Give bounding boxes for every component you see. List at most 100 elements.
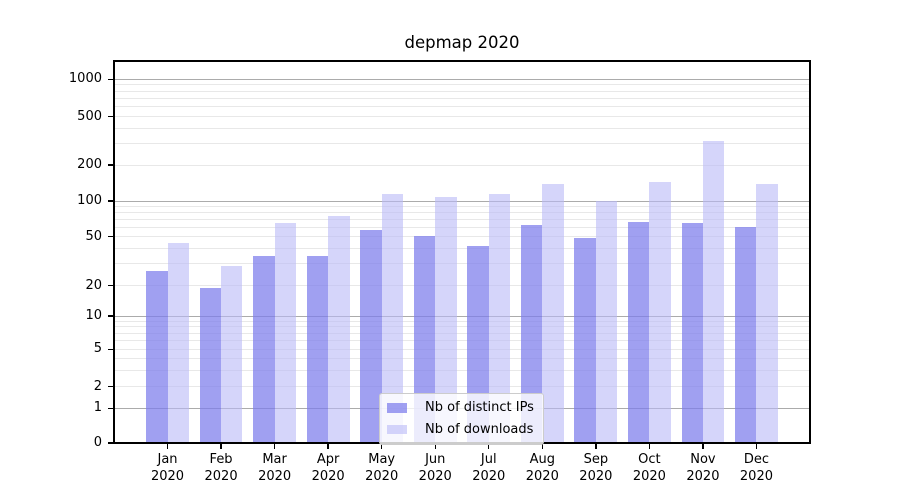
y-tick-mark (108, 200, 114, 202)
bar-downloads (756, 183, 778, 443)
y-tick-label: 100 (77, 193, 102, 208)
bar-distinct-ips (520, 224, 543, 443)
major-gridline (114, 78, 810, 80)
y-tick-label: 0 (93, 435, 102, 450)
y-tick-label: 1 (93, 400, 102, 416)
minor-gridline (114, 386, 810, 388)
minor-gridline (114, 211, 810, 213)
x-tick-month: Feb (209, 452, 233, 467)
minor-gridline (114, 127, 810, 129)
x-tick-label: Jan 2020 (136, 451, 200, 485)
minor-gridline (114, 340, 810, 342)
bar-distinct-ips (146, 271, 168, 443)
y-tick-mark (108, 78, 114, 80)
x-tick-month: Apr (316, 452, 340, 467)
x-tick-label: Feb 2020 (189, 451, 253, 485)
x-tick-month: Jun (425, 452, 446, 467)
minor-gridline (114, 357, 810, 359)
x-tick-year: 2020 (418, 469, 452, 484)
y-tick-label: 50 (85, 228, 102, 244)
y-tick-label: 20 (85, 277, 102, 293)
bar-distinct-ips (253, 255, 275, 443)
x-tick-year: 2020 (311, 469, 345, 484)
bar-distinct-ips (681, 223, 703, 443)
major-gridline (114, 200, 810, 202)
x-tick-year: 2020 (365, 469, 399, 484)
minor-gridline (114, 320, 810, 322)
minor-gridline (114, 98, 810, 100)
x-tick-mark (273, 443, 276, 449)
x-tick-label: Aug 2020 (510, 451, 574, 485)
bar-distinct-ips (574, 237, 596, 443)
x-tick-year: 2020 (472, 469, 506, 484)
bar-distinct-ips (360, 229, 382, 443)
minor-gridline (114, 247, 810, 249)
major-gridline (114, 315, 810, 317)
x-tick-label: Apr 2020 (296, 451, 360, 485)
bar-downloads (167, 243, 189, 443)
y-tick-mark (108, 442, 114, 444)
minor-gridline (114, 285, 810, 286)
x-tick-label: Jul 2020 (457, 451, 521, 485)
bar-distinct-ips (306, 255, 329, 443)
x-tick-year: 2020 (579, 469, 613, 484)
minor-gridline (114, 106, 810, 108)
legend-swatch-downloads (387, 424, 407, 434)
minor-gridline (114, 226, 810, 228)
y-tick-label: 10 (85, 308, 102, 323)
bar-downloads (274, 223, 296, 443)
legend-label: Nb of downloads (425, 421, 534, 437)
bar-distinct-ips (199, 287, 222, 443)
x-tick-year: 2020 (150, 469, 185, 484)
y-tick-mark (108, 407, 114, 409)
x-tick-mark (166, 443, 169, 449)
x-tick-mark (648, 443, 651, 449)
x-tick-month: Dec (743, 452, 770, 467)
y-tick-mark (108, 284, 114, 287)
x-tick-mark (220, 443, 222, 449)
x-tick-mark (755, 443, 758, 449)
plot-area: 0 1 2 5 10 20 50 100 200 500 1000 Jan 2020 Feb 2020 Mar… (69, 60, 811, 484)
y-tick-mark (108, 386, 114, 388)
y-tick-mark (108, 348, 114, 350)
legend-swatch-distinct-ips (387, 403, 407, 413)
minor-gridline (114, 164, 810, 166)
x-tick-mark (541, 443, 543, 449)
x-tick-label: Dec 2020 (724, 451, 788, 485)
x-tick-month: Nov (690, 452, 716, 467)
minor-gridline (114, 332, 810, 334)
y-tick-label: 5 (93, 341, 102, 357)
minor-gridline (114, 236, 810, 237)
x-tick-mark (434, 443, 436, 449)
minor-gridline (114, 369, 810, 371)
bar-downloads (702, 141, 725, 443)
y-tick-label: 1000 (68, 71, 102, 87)
minor-gridline (114, 205, 810, 207)
bar-downloads (221, 265, 243, 443)
x-tick-mark (595, 443, 597, 449)
x-tick-year: 2020 (632, 469, 666, 484)
bar-downloads (381, 193, 404, 443)
x-tick-month: Aug (529, 452, 555, 467)
x-tick-label: May 2020 (350, 451, 414, 485)
y-tick-mark (108, 235, 114, 238)
minor-gridline (114, 326, 810, 328)
bar-distinct-ips (413, 235, 436, 443)
x-tick-label: Sep 2020 (564, 451, 628, 485)
bar-distinct-ips (735, 227, 757, 443)
x-tick-label: Nov 2020 (671, 451, 735, 485)
y-tick-mark (108, 164, 114, 166)
x-tick-mark (702, 443, 704, 449)
y-tick-label: 500 (77, 108, 102, 124)
x-tick-mark (488, 443, 490, 449)
legend-entry: Nb of distinct IPs (387, 397, 534, 419)
bar-downloads (542, 184, 564, 443)
x-tick-month: Jul (480, 452, 497, 467)
x-tick-month: Sep (583, 452, 609, 467)
x-tick-mark (380, 443, 383, 449)
x-tick-year: 2020 (204, 469, 238, 484)
x-tick-year: 2020 (686, 469, 720, 484)
y-tick-mark (108, 315, 114, 317)
x-tick-label: Mar 2020 (243, 451, 307, 485)
